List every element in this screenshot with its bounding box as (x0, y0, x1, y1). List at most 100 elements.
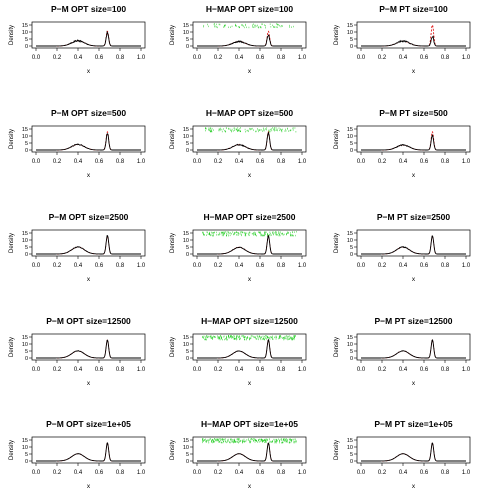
y-axis-label: Density (170, 25, 176, 45)
x-tick-label: 1.0 (137, 367, 146, 373)
x-axis-label: x (87, 276, 91, 283)
panel-title: H−MAP OPT size=12500 (201, 316, 298, 326)
x-tick-label: 0.2 (53, 263, 62, 269)
x-tick-label: 0.4 (235, 470, 244, 476)
plot-area (36, 339, 141, 359)
panel: H−MAP OPT size=2500 0.0 0.2 0.4 0.6 0.8 1.0 x 05… (170, 212, 307, 283)
y-tick-label: 5 (186, 245, 189, 251)
estimate-line (197, 34, 302, 47)
plot-frame (192, 125, 307, 153)
y-tick-label: 15 (22, 23, 28, 29)
y-tick-label: 15 (22, 438, 28, 444)
y-tick-label: 10 (183, 238, 189, 244)
plot-area (36, 442, 141, 462)
y-axis-label: Density (9, 129, 15, 149)
plot-area (36, 131, 141, 151)
plot-frame (356, 436, 471, 464)
x-tick-label: 1.0 (298, 263, 307, 269)
estimate-line (36, 133, 141, 151)
panel: P−M OPT size=100 0.0 0.2 0.4 0.6 0.8 1.0 x 05101… (9, 4, 146, 75)
y-tick-label: 15 (183, 23, 189, 29)
true-density-line (197, 235, 302, 255)
y-axis-label: Density (9, 440, 15, 460)
true-density-line (361, 442, 466, 462)
y-tick-label: 0 (350, 459, 353, 465)
estimate-line (361, 133, 466, 151)
x-tick-label: 0.6 (95, 159, 104, 165)
true-density-line (36, 339, 141, 359)
x-tick-label: 0.8 (277, 159, 286, 165)
panel: P−M OPT size=500 0.0 0.2 0.4 0.6 0.8 1.0 x 05101… (9, 108, 146, 179)
x-tick-label: 0.0 (32, 55, 41, 61)
y-tick-label: 10 (22, 134, 28, 140)
y-tick-label: 10 (347, 238, 353, 244)
x-tick-label: 0.8 (116, 159, 125, 165)
x-tick-label: 0.6 (420, 367, 429, 373)
x-tick-label: 0.8 (116, 263, 125, 269)
x-tick-label: 1.0 (462, 263, 471, 269)
y-tick-label: 15 (347, 438, 353, 444)
plot-area (361, 131, 466, 151)
x-tick-label: 1.0 (298, 367, 307, 373)
x-axis-label: x (412, 68, 416, 75)
x-tick-label: 0.4 (399, 263, 408, 269)
panel-title: P−M PT size=1e+05 (374, 419, 452, 429)
y-tick-label: 10 (22, 238, 28, 244)
x-tick-label: 0.2 (378, 470, 387, 476)
x-tick-label: 0.0 (32, 367, 41, 373)
plot-frame (31, 333, 146, 361)
x-tick-label: 1.0 (298, 159, 307, 165)
y-tick-label: 0 (25, 44, 28, 50)
estimate-line (36, 339, 141, 359)
estimate-line (197, 235, 302, 255)
x-tick-label: 0.2 (53, 470, 62, 476)
x-tick-label: 0.8 (277, 55, 286, 61)
panel-title: P−M OPT size=1e+05 (46, 419, 131, 429)
x-tick-label: 0.8 (441, 367, 450, 373)
plot-area (36, 30, 141, 47)
plot-area (197, 23, 302, 47)
x-tick-label: 0.0 (32, 159, 41, 165)
panel: P−M OPT size=2500 0.0 0.2 0.4 0.6 0.8 1.0 x 0510… (9, 212, 146, 283)
y-tick-label: 0 (25, 148, 28, 154)
plot-frame (356, 229, 471, 257)
y-tick-label: 0 (350, 356, 353, 362)
panel: H−MAP OPT size=12500 0.0 0.2 0.4 0.6 0.8 1.0 x 0… (170, 316, 307, 387)
x-tick-label: 1.0 (462, 55, 471, 61)
x-tick-label: 0.0 (193, 159, 202, 165)
y-axis-label: Density (334, 233, 340, 253)
x-tick-label: 0.4 (235, 55, 244, 61)
y-tick-label: 10 (347, 134, 353, 140)
y-axis-label: Density (334, 440, 340, 460)
y-tick-label: 15 (183, 335, 189, 341)
x-tick-label: 0.4 (74, 470, 83, 476)
y-axis-label: Density (170, 337, 176, 357)
panel-title: H−MAP OPT size=2500 (204, 212, 296, 222)
true-density-line (197, 339, 302, 359)
x-tick-label: 0.2 (214, 55, 223, 61)
x-tick-label: 0.8 (277, 470, 286, 476)
x-axis-label: x (248, 483, 252, 488)
x-tick-label: 0.8 (116, 367, 125, 373)
panel: P−M PT size=1e+05 0.0 0.2 0.4 0.6 0.8 1.0 x 0510… (334, 419, 471, 488)
true-density-line (36, 131, 141, 151)
panel-title: P−M PT size=100 (379, 4, 448, 14)
x-tick-label: 0.6 (256, 263, 265, 269)
y-tick-label: 0 (350, 252, 353, 258)
x-tick-label: 0.2 (214, 159, 223, 165)
x-tick-label: 0.8 (116, 470, 125, 476)
x-tick-label: 0.8 (277, 263, 286, 269)
y-tick-label: 0 (25, 459, 28, 465)
x-axis-label: x (412, 276, 416, 283)
x-axis-label: x (248, 172, 252, 179)
x-tick-label: 0.0 (357, 263, 366, 269)
y-tick-label: 10 (183, 445, 189, 451)
plot-frame (356, 333, 471, 361)
true-density-line (36, 30, 141, 47)
x-tick-label: 0.4 (235, 159, 244, 165)
x-tick-label: 1.0 (462, 470, 471, 476)
x-tick-label: 0.4 (399, 159, 408, 165)
x-axis-label: x (412, 380, 416, 387)
x-axis-label: x (87, 483, 91, 488)
